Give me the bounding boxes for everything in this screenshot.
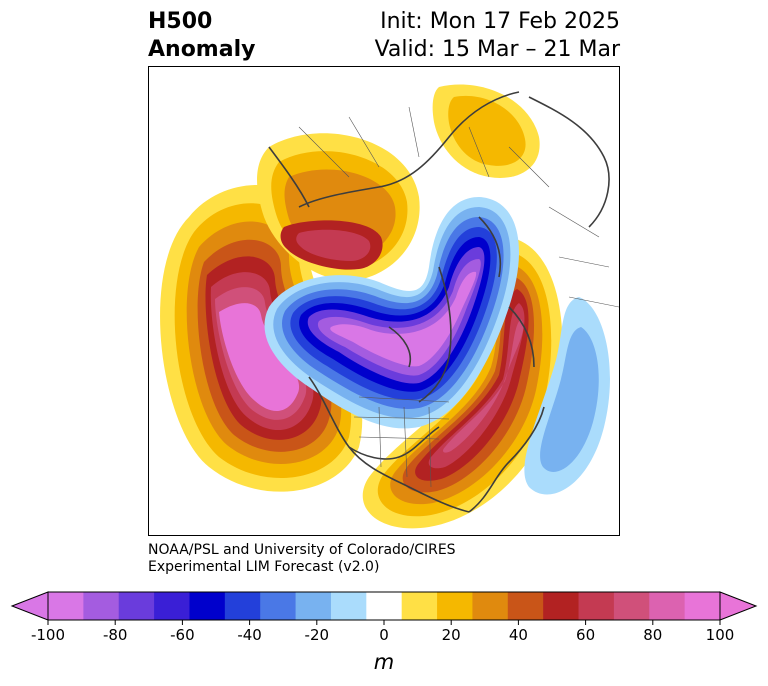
- colorbar-tick-label: 60: [576, 626, 596, 644]
- init-date: Init: Mon 17 Feb 2025: [380, 9, 620, 34]
- colorbar-cell: [366, 592, 403, 620]
- borders: [298, 106, 619, 488]
- credit-line-2: Experimental LIM Forecast (v2.0): [148, 559, 380, 575]
- colorbar-tick-label: 40: [508, 626, 528, 644]
- colorbar-cell: [189, 592, 226, 620]
- map-title: H500 Anomaly: [148, 8, 255, 64]
- colorbar-cell: [224, 592, 261, 620]
- colorbar: [10, 591, 758, 625]
- asia-ridge: [257, 84, 540, 281]
- colorbar-over-arrow: [719, 591, 758, 621]
- colorbar-cell: [578, 592, 615, 620]
- colorbar-cell: [613, 592, 650, 620]
- colorbar-cell: [472, 592, 509, 620]
- colorbar-cell: [649, 592, 686, 620]
- colorbar-cells: [48, 592, 721, 620]
- colorbar-tick-label: 0: [379, 626, 389, 644]
- colorbar-cell: [507, 592, 544, 620]
- credit-line-1: NOAA/PSL and University of Colorado/CIRE…: [148, 542, 456, 558]
- colorbar-tick-label: -20: [304, 626, 330, 644]
- colorbar-tick-label: -100: [30, 626, 66, 644]
- colorbar-cell: [401, 592, 438, 620]
- anomaly-map: [160, 84, 619, 529]
- colorbar-cell: [330, 592, 367, 620]
- colorbar-tick-label: 100: [705, 626, 735, 644]
- forecast-dates: Init: Mon 17 Feb 2025 Valid: 15 Mar – 21…: [375, 8, 620, 64]
- colorbar-cell: [684, 592, 721, 620]
- data-credit: NOAA/PSL and University of Colorado/CIRE…: [148, 542, 456, 576]
- colorbar-cell: [437, 592, 473, 620]
- colorbar-cell: [48, 592, 84, 620]
- atlantic-trough: [524, 297, 610, 495]
- coastlines: [268, 91, 610, 513]
- colorbar-tick-label: -60: [170, 626, 195, 644]
- colorbar-cell: [295, 592, 332, 620]
- colorbar-unit: m: [373, 650, 395, 674]
- colorbar-tick-label: -80: [102, 626, 128, 644]
- colorbar-tick-label: 80: [643, 626, 663, 644]
- colorbar-cell: [260, 592, 297, 620]
- title-variable: H500: [148, 9, 213, 34]
- colorbar-under-arrow: [10, 591, 49, 621]
- atlantic-ridge: [362, 237, 563, 529]
- colorbar-tick-label: -40: [237, 626, 262, 644]
- title-quantity: Anomaly: [148, 37, 256, 62]
- colorbar-tick-label: 20: [441, 626, 461, 644]
- colorbar-cell: [543, 592, 580, 620]
- pacific-ridge: [160, 184, 363, 492]
- valid-range: Valid: 15 Mar – 21 Mar: [374, 37, 620, 62]
- colorbar-cell: [83, 592, 120, 620]
- map-panel: [148, 66, 620, 536]
- colorbar-cell: [154, 592, 190, 620]
- colorbar-cell: [118, 592, 155, 620]
- polar-trough: [264, 197, 519, 429]
